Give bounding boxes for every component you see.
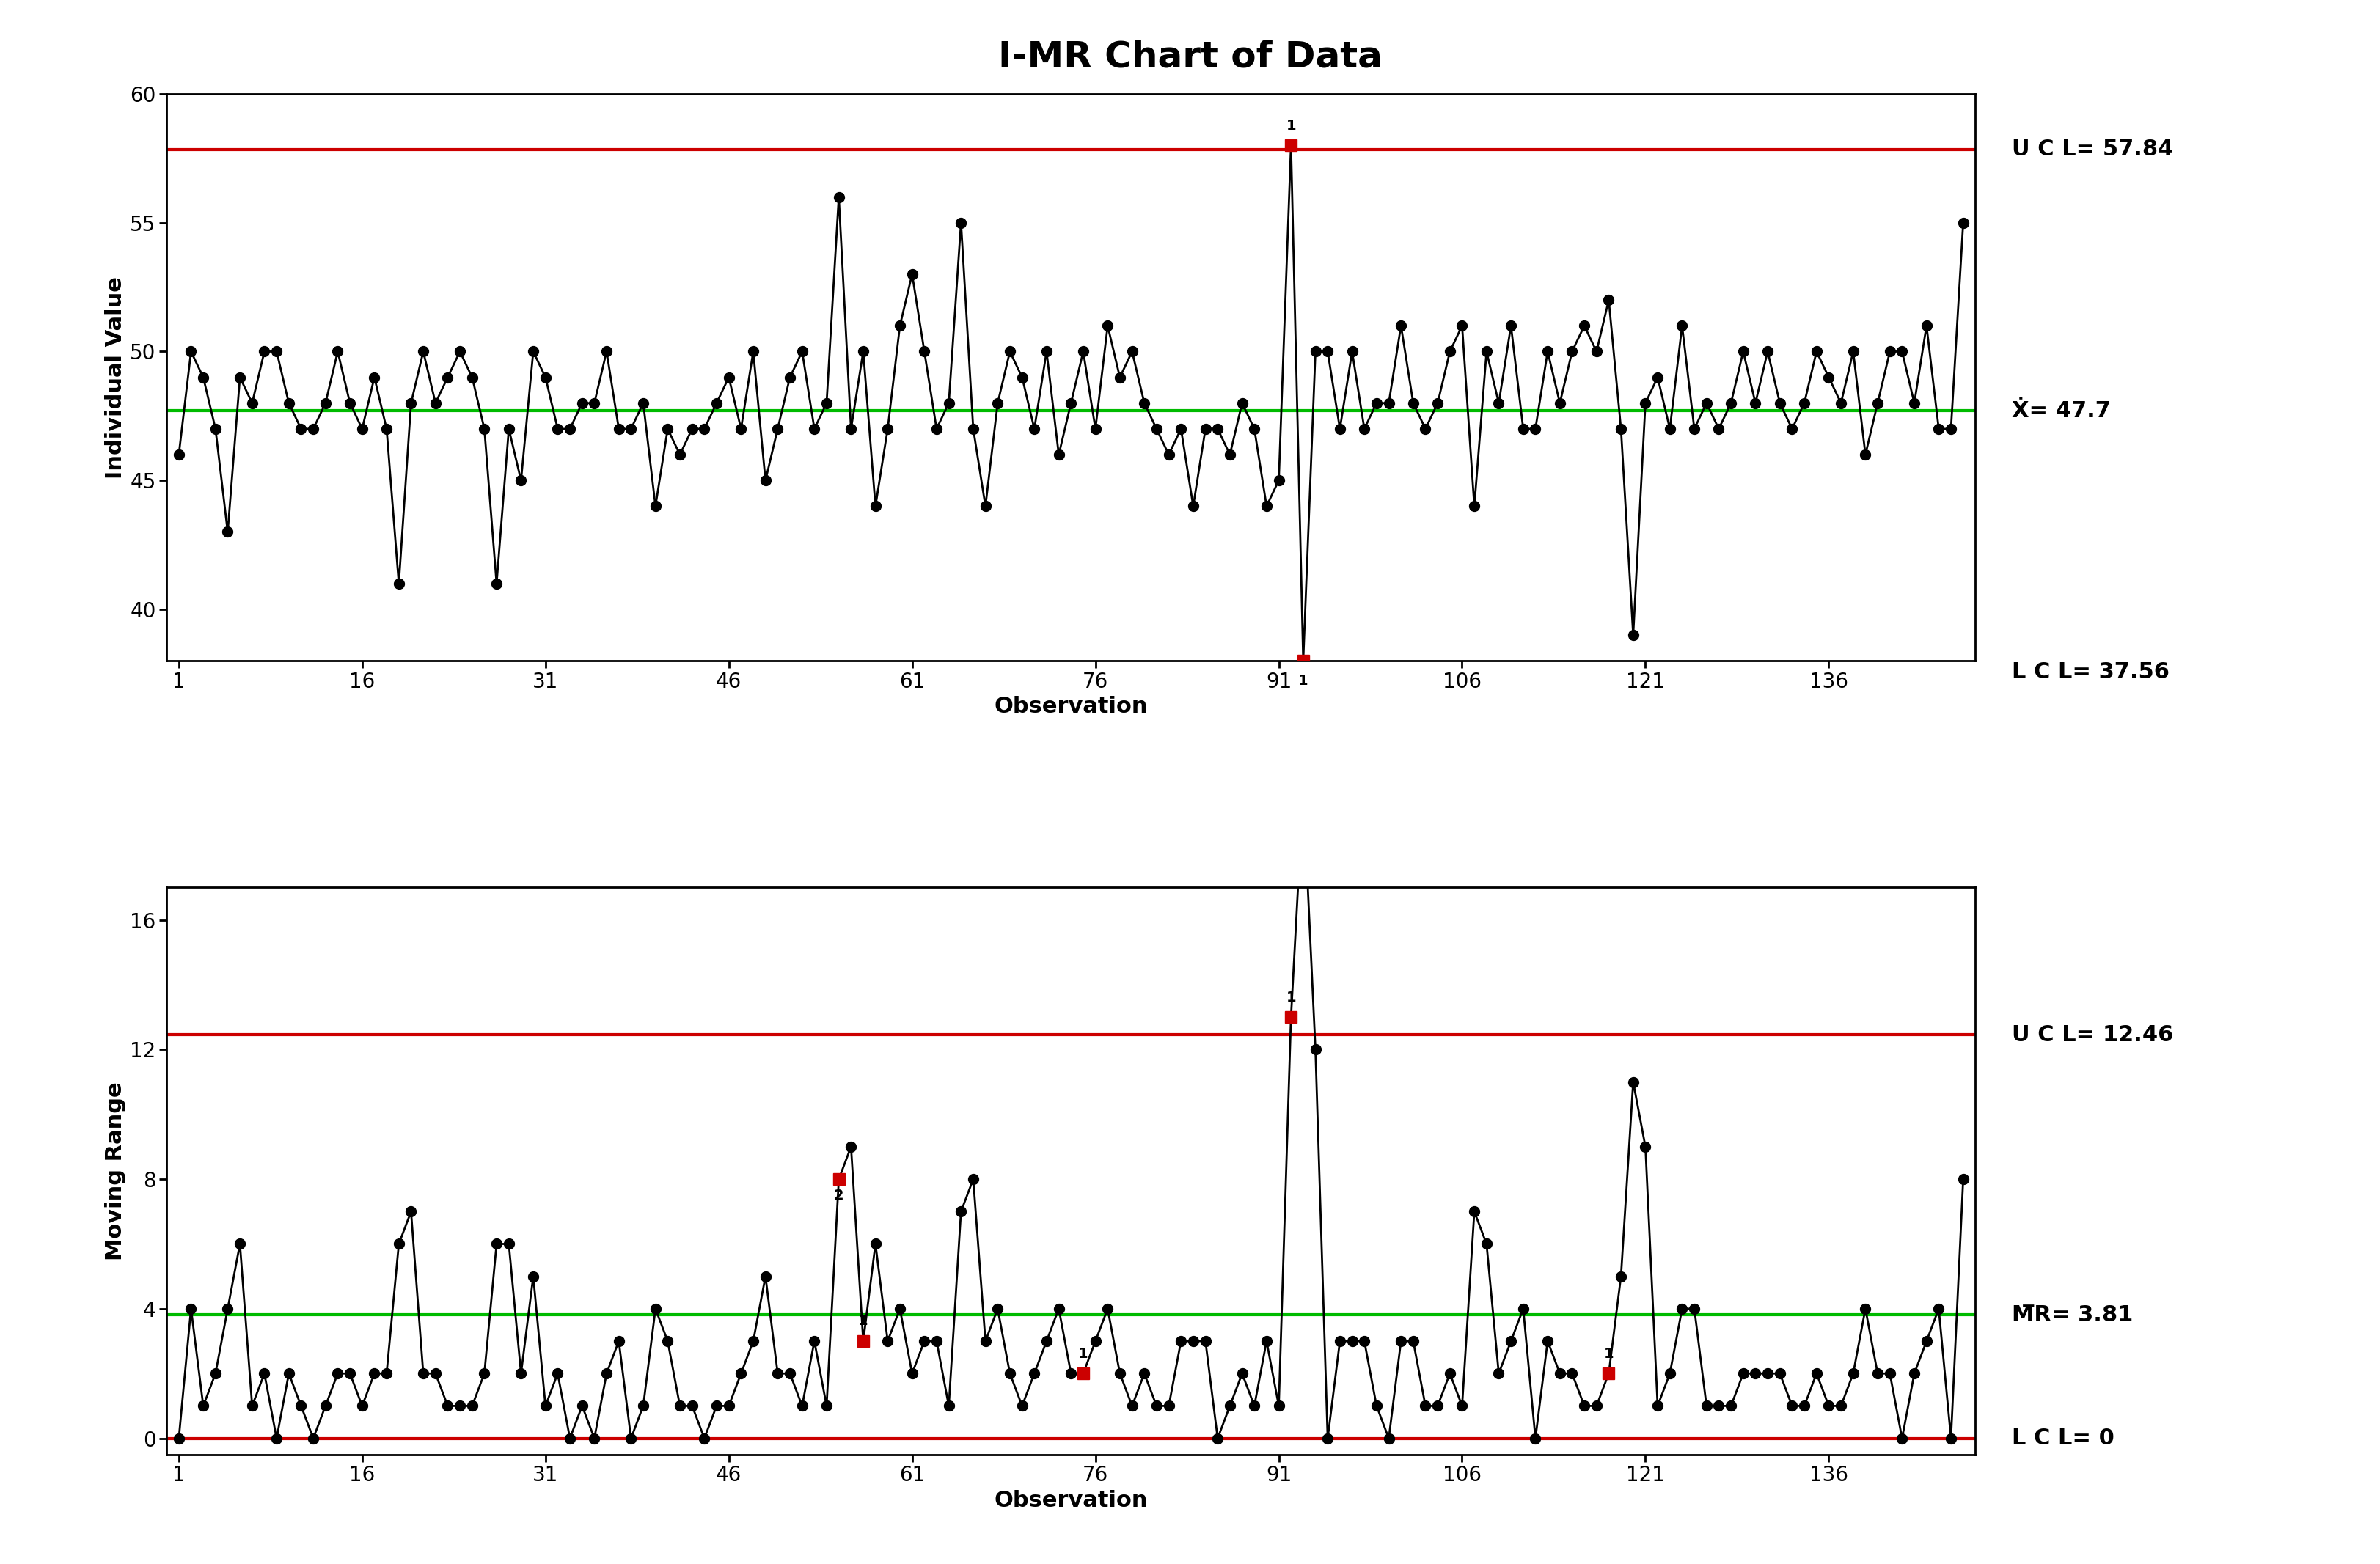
Text: 1: 1: [1078, 1347, 1088, 1361]
Text: 1: 1: [1297, 674, 1309, 688]
Text: I-MR Chart of Data: I-MR Chart of Data: [997, 39, 1383, 75]
X-axis label: Observation: Observation: [995, 696, 1147, 718]
Text: L C L= 0: L C L= 0: [2011, 1428, 2113, 1448]
Y-axis label: Individual Value: Individual Value: [105, 277, 126, 479]
Text: 1: 1: [1604, 1347, 1614, 1361]
Text: 1: 1: [1285, 990, 1297, 1004]
Text: U C L= 12.46: U C L= 12.46: [2011, 1024, 2173, 1045]
Y-axis label: Moving Range: Moving Range: [105, 1082, 126, 1261]
Text: U C L= 57.84: U C L= 57.84: [2011, 139, 2173, 160]
X-axis label: Observation: Observation: [995, 1490, 1147, 1511]
Text: Ẋ= 47.7: Ẋ= 47.7: [2011, 400, 2111, 421]
Text: M̅R= 3.81: M̅R= 3.81: [2011, 1304, 2132, 1326]
Text: 1: 1: [859, 1314, 869, 1328]
Text: L C L= 37.56: L C L= 37.56: [2011, 662, 2168, 683]
Text: 1: 1: [1285, 119, 1297, 133]
Text: 2: 2: [833, 1189, 845, 1203]
